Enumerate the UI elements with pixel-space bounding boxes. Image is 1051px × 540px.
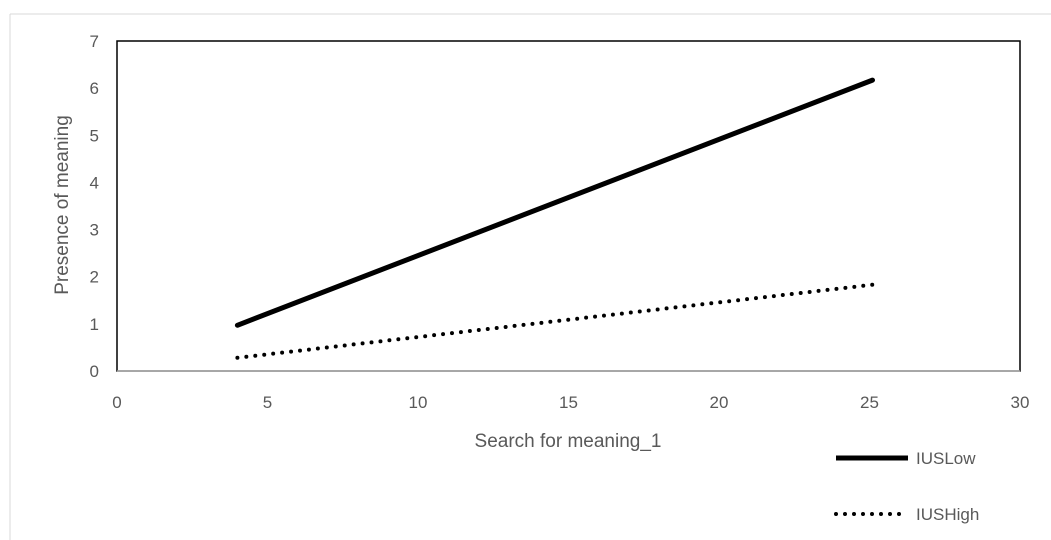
y-tick-label: 4	[90, 173, 99, 192]
legend-label-iuslow: IUSLow	[916, 449, 976, 468]
legend: IUSLow IUSHigh	[834, 449, 979, 524]
x-axis-title: Search for meaning_1	[475, 431, 662, 452]
series-line-iushigh	[235, 282, 875, 360]
series-layer	[234, 77, 876, 360]
y-axis-ticks: 0 1 2 3 4 5 6 7	[90, 32, 99, 381]
y-tick-label: 7	[90, 32, 99, 51]
series-line-iuslow	[234, 77, 876, 328]
x-tick-label: 15	[559, 393, 578, 412]
x-tick-label: 20	[710, 393, 729, 412]
x-tick-label: 25	[860, 393, 879, 412]
y-axis-title: Presence of meaning	[52, 115, 73, 295]
x-tick-label: 30	[1011, 393, 1030, 412]
y-tick-label: 1	[90, 315, 99, 334]
x-tick-label: 0	[112, 393, 121, 412]
x-tick-label: 10	[409, 393, 428, 412]
y-tick-label: 5	[90, 126, 99, 145]
x-tick-label: 5	[263, 393, 272, 412]
y-tick-label: 3	[90, 221, 99, 240]
legend-label-iushigh: IUSHigh	[916, 505, 979, 524]
plot-area	[116, 40, 1021, 372]
y-tick-label: 2	[90, 268, 99, 287]
y-tick-label: 0	[90, 362, 99, 381]
y-tick-label: 6	[90, 79, 99, 98]
x-axis-ticks: 0 5 10 15 20 25 30	[112, 393, 1029, 412]
